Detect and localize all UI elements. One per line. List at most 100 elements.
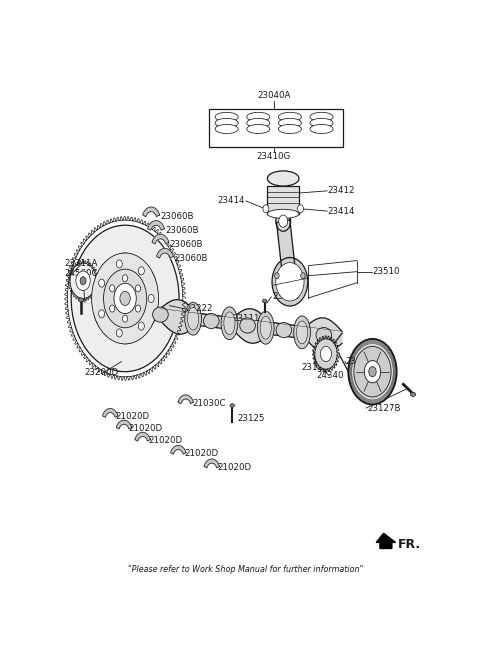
Text: 23060B: 23060B [160, 212, 194, 220]
Circle shape [275, 273, 279, 279]
Ellipse shape [276, 323, 292, 338]
Ellipse shape [310, 118, 333, 127]
Circle shape [122, 315, 128, 322]
Ellipse shape [278, 118, 301, 127]
Circle shape [71, 225, 179, 372]
Circle shape [279, 215, 288, 227]
Ellipse shape [257, 312, 274, 344]
Polygon shape [170, 445, 186, 454]
Circle shape [364, 361, 381, 383]
Text: 23414: 23414 [328, 207, 355, 216]
Polygon shape [143, 207, 159, 216]
Polygon shape [160, 300, 342, 352]
Ellipse shape [116, 253, 134, 268]
Ellipse shape [188, 308, 199, 330]
Ellipse shape [143, 268, 156, 291]
Circle shape [148, 295, 154, 302]
Ellipse shape [260, 316, 271, 339]
Circle shape [276, 262, 304, 301]
Text: 23414: 23414 [218, 196, 245, 205]
Ellipse shape [410, 392, 416, 396]
Circle shape [138, 322, 144, 330]
Polygon shape [147, 220, 164, 230]
Circle shape [114, 283, 136, 314]
Ellipse shape [294, 316, 311, 349]
Text: 23222: 23222 [186, 304, 213, 312]
Polygon shape [376, 533, 396, 548]
Text: 23510: 23510 [372, 267, 400, 276]
Ellipse shape [278, 125, 301, 134]
Ellipse shape [267, 209, 299, 218]
Text: 23127B: 23127B [367, 403, 400, 413]
Text: 23120: 23120 [301, 363, 328, 372]
Ellipse shape [143, 306, 156, 329]
Text: 21020D: 21020D [115, 412, 149, 420]
Circle shape [99, 310, 105, 318]
Ellipse shape [240, 318, 255, 333]
Ellipse shape [79, 298, 84, 302]
Circle shape [92, 253, 158, 344]
Ellipse shape [267, 171, 299, 186]
Text: 23124B: 23124B [346, 357, 379, 366]
Text: 23040A: 23040A [257, 91, 290, 100]
Polygon shape [156, 249, 173, 258]
Circle shape [70, 263, 96, 298]
Text: "Please refer to Work Shop Manual for further information": "Please refer to Work Shop Manual for fu… [128, 565, 364, 574]
Ellipse shape [185, 302, 202, 335]
Circle shape [263, 205, 269, 213]
Circle shape [298, 205, 303, 213]
Circle shape [116, 329, 122, 337]
Ellipse shape [247, 125, 270, 134]
Ellipse shape [297, 321, 308, 344]
Ellipse shape [204, 314, 219, 329]
Text: 21020D: 21020D [184, 449, 218, 458]
Text: 23410G: 23410G [257, 152, 291, 161]
Ellipse shape [95, 268, 108, 291]
Polygon shape [135, 432, 150, 441]
Ellipse shape [263, 299, 267, 302]
Ellipse shape [278, 112, 301, 121]
Ellipse shape [230, 403, 234, 407]
Circle shape [99, 279, 105, 287]
Text: 21020D: 21020D [129, 424, 163, 433]
Circle shape [122, 275, 128, 282]
Circle shape [67, 220, 183, 377]
Circle shape [120, 291, 130, 306]
Text: 24340: 24340 [316, 371, 343, 380]
Text: 24560C: 24560C [64, 269, 98, 277]
Text: 21020D: 21020D [148, 436, 183, 445]
Ellipse shape [310, 112, 333, 121]
Polygon shape [116, 420, 132, 429]
Text: 21030C: 21030C [192, 398, 226, 407]
Circle shape [272, 258, 308, 306]
Ellipse shape [215, 125, 238, 134]
Circle shape [104, 269, 147, 328]
Circle shape [315, 339, 337, 369]
Circle shape [80, 277, 86, 285]
Ellipse shape [153, 307, 168, 322]
Text: 23060B: 23060B [165, 226, 199, 235]
Text: 23125: 23125 [238, 414, 265, 422]
Circle shape [354, 346, 391, 397]
Text: 23111: 23111 [232, 314, 259, 323]
Circle shape [135, 285, 141, 292]
Text: 23200D: 23200D [84, 368, 118, 377]
Polygon shape [152, 234, 169, 244]
Circle shape [300, 273, 305, 279]
Ellipse shape [310, 125, 333, 134]
Text: FR.: FR. [398, 539, 421, 552]
Text: 21020D: 21020D [217, 463, 251, 472]
Polygon shape [204, 459, 219, 468]
Circle shape [109, 285, 115, 292]
Circle shape [76, 271, 90, 291]
Circle shape [276, 211, 290, 232]
Ellipse shape [224, 312, 235, 335]
Ellipse shape [247, 112, 270, 121]
Circle shape [109, 305, 115, 312]
Ellipse shape [116, 329, 134, 344]
Circle shape [138, 267, 144, 275]
Ellipse shape [215, 112, 238, 121]
Ellipse shape [247, 118, 270, 127]
Ellipse shape [221, 307, 238, 340]
Bar [209, 109, 343, 147]
